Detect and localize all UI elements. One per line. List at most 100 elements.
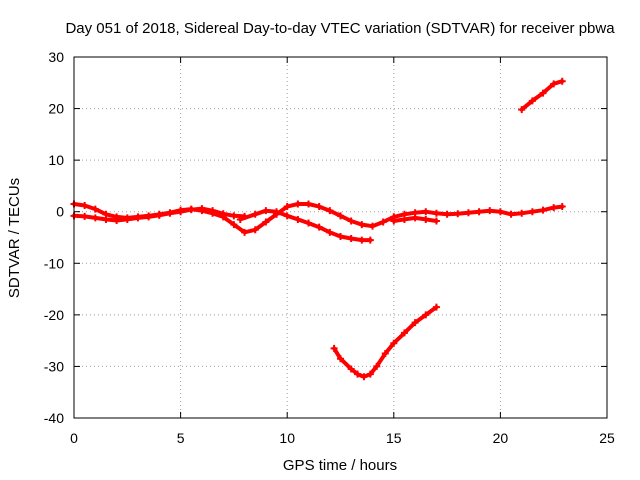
data-point bbox=[230, 212, 238, 220]
data-point bbox=[283, 212, 291, 220]
x-tick-label: 0 bbox=[70, 430, 78, 446]
data-point bbox=[390, 339, 398, 347]
y-tick-label: -10 bbox=[44, 255, 64, 271]
series-track-lower-mid bbox=[236, 207, 374, 244]
data-point bbox=[464, 209, 472, 217]
data-point bbox=[390, 217, 398, 225]
data-point bbox=[528, 97, 536, 105]
data-point bbox=[411, 319, 419, 327]
plot-frame bbox=[73, 56, 608, 419]
data-point bbox=[550, 204, 558, 212]
data-point bbox=[337, 355, 344, 363]
data-point bbox=[507, 210, 515, 218]
data-point bbox=[443, 210, 451, 218]
data-point bbox=[432, 209, 440, 217]
data-point bbox=[177, 208, 185, 216]
data-point bbox=[496, 208, 504, 216]
data-point bbox=[422, 215, 430, 223]
data-point bbox=[368, 222, 376, 230]
data-point bbox=[273, 208, 281, 216]
series-track-right-low bbox=[390, 214, 440, 225]
data-point bbox=[354, 370, 362, 378]
data-point bbox=[422, 311, 430, 319]
data-point bbox=[326, 207, 334, 215]
y-tick-label: -20 bbox=[44, 307, 64, 323]
data-point bbox=[236, 215, 244, 223]
data-point bbox=[381, 350, 389, 358]
data-point bbox=[518, 106, 526, 114]
data-point bbox=[91, 205, 99, 213]
data-point bbox=[347, 365, 355, 373]
series-line bbox=[519, 79, 565, 112]
data-point bbox=[315, 223, 323, 231]
data-point bbox=[366, 370, 374, 378]
data-point bbox=[219, 210, 227, 218]
data-point bbox=[475, 208, 483, 216]
data-point bbox=[294, 215, 302, 223]
data-point bbox=[373, 362, 381, 370]
x-axis-title: GPS time / hours bbox=[283, 457, 397, 474]
data-point bbox=[411, 214, 419, 222]
x-tick-label: 5 bbox=[177, 430, 185, 446]
data-point bbox=[145, 213, 153, 221]
data-point bbox=[305, 219, 313, 227]
data-point bbox=[81, 212, 89, 220]
series-track-top-right bbox=[518, 77, 566, 114]
data-point bbox=[379, 218, 387, 226]
data-point bbox=[360, 373, 368, 381]
data-point bbox=[558, 77, 566, 85]
data-point bbox=[113, 216, 121, 224]
data-point bbox=[155, 211, 163, 219]
data-point bbox=[187, 206, 195, 214]
data-point bbox=[251, 210, 259, 218]
data-point bbox=[283, 203, 291, 211]
data-point bbox=[539, 206, 547, 214]
data-point bbox=[358, 236, 366, 244]
y-axis-title: SDTVAR / TECUs bbox=[6, 178, 23, 298]
data-point bbox=[134, 214, 142, 222]
series-line bbox=[332, 305, 439, 379]
data-point bbox=[358, 221, 366, 229]
data-point bbox=[198, 205, 206, 213]
data-point bbox=[262, 207, 270, 215]
data-point bbox=[337, 212, 344, 220]
data-point bbox=[91, 214, 99, 222]
data-point bbox=[347, 217, 355, 225]
data-point bbox=[518, 209, 526, 217]
x-tick-label: 10 bbox=[279, 430, 295, 446]
data-point bbox=[305, 200, 313, 208]
data-point bbox=[166, 209, 174, 217]
data-point bbox=[422, 208, 430, 216]
data-point bbox=[81, 202, 89, 210]
y-tick-label: 30 bbox=[48, 49, 64, 65]
series-track-dip bbox=[330, 303, 440, 381]
y-tick-label: 20 bbox=[48, 101, 64, 117]
data-point bbox=[330, 344, 338, 352]
data-point bbox=[558, 203, 566, 211]
data-point bbox=[326, 228, 334, 236]
data-point bbox=[486, 207, 494, 215]
y-tick-label: -30 bbox=[44, 358, 64, 374]
data-point bbox=[550, 80, 558, 88]
data-point bbox=[366, 236, 374, 244]
x-tick-label: 25 bbox=[599, 430, 615, 446]
y-tick-label: 10 bbox=[48, 152, 64, 168]
y-tick-label: -40 bbox=[44, 410, 64, 426]
data-point bbox=[262, 218, 270, 226]
x-tick-label: 20 bbox=[493, 430, 509, 446]
data-point bbox=[400, 329, 408, 337]
data-point bbox=[251, 226, 259, 234]
data-point bbox=[241, 228, 249, 236]
data-point bbox=[432, 303, 440, 311]
data-point bbox=[230, 221, 238, 229]
data-point bbox=[337, 232, 344, 240]
data-point bbox=[528, 208, 536, 216]
x-tick-labels: 0 5 10 15 20 25 bbox=[70, 430, 615, 446]
data-point bbox=[347, 235, 355, 243]
data-point bbox=[454, 210, 462, 218]
data-series bbox=[70, 77, 566, 381]
data-point bbox=[102, 215, 110, 223]
data-point bbox=[294, 200, 302, 208]
data-point bbox=[539, 89, 547, 97]
